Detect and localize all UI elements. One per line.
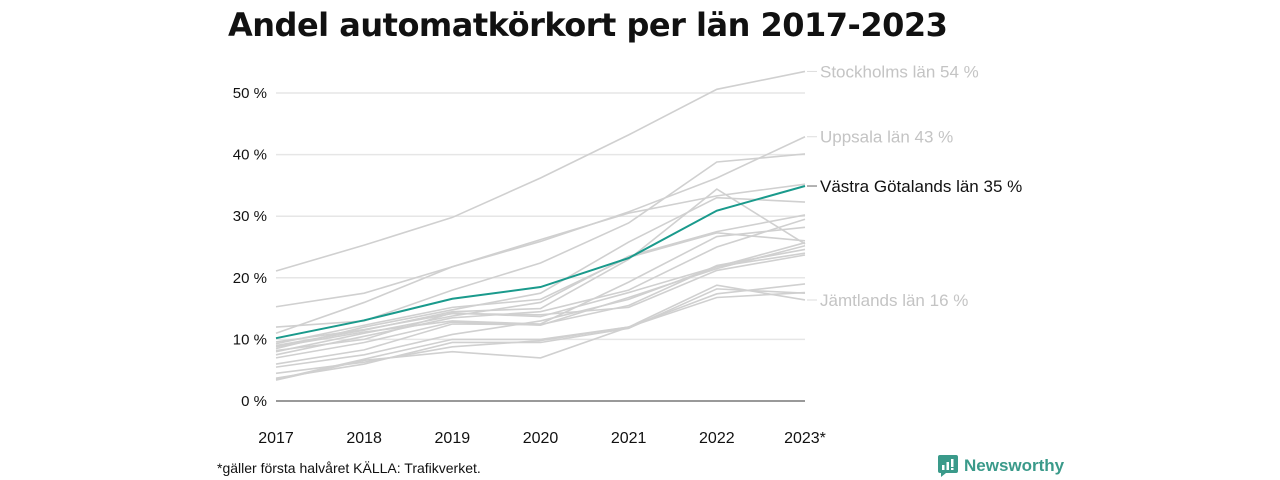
series-line-stockholms-län: [275, 70, 806, 272]
series-line-västra-götalands-län: [275, 185, 806, 340]
series-line-län-n: [275, 288, 806, 379]
y-tick-label: 40 %: [233, 147, 267, 164]
series-line-län-e: [275, 214, 806, 353]
series-line-län-d: [275, 196, 806, 350]
newsworthy-logo-icon: [938, 455, 958, 477]
series-label: Uppsala län 43 %: [820, 128, 953, 147]
series-label: Stockholms län 54 %: [820, 62, 979, 81]
x-tick-label: 2021: [611, 430, 647, 447]
y-tick-label: 50 %: [233, 85, 267, 102]
newsworthy-logo: Newsworthy: [938, 455, 1064, 477]
x-tick-label: 2023*: [784, 430, 826, 447]
series-line-län-f: [275, 218, 806, 356]
series-line-uppsala-län: [275, 136, 806, 308]
x-tick-label: 2017: [258, 430, 294, 447]
series-line-län-b: [275, 183, 806, 334]
series-label: Västra Götalands län 35 %: [820, 177, 1022, 196]
y-tick-label: 20 %: [233, 270, 267, 287]
series-label: Jämtlands län 16 %: [820, 291, 968, 310]
x-tick-label: 2019: [435, 430, 471, 447]
series-line-län-h: [275, 232, 806, 345]
series-line-län-m: [275, 283, 806, 375]
chart-title: Andel automatkörkort per län 2017-2023: [228, 6, 948, 44]
y-tick-label: 30 %: [233, 208, 267, 225]
series-line-län-o: [275, 291, 806, 381]
x-tick-label: 2022: [699, 430, 735, 447]
y-tick-label: 0 %: [241, 393, 267, 410]
series-line-län-p: [275, 254, 806, 343]
series-line-län-l: [275, 252, 806, 368]
series-line-län-k: [275, 248, 806, 365]
x-tick-label: 2018: [346, 430, 382, 447]
x-tick-label: 2020: [523, 430, 559, 447]
series-line-län-a: [275, 153, 806, 328]
brand-name: Newsworthy: [964, 456, 1065, 475]
source-note: *gäller första halvåret KÄLLA: Trafikver…: [217, 460, 481, 476]
series-line-jämtlands-län: [275, 284, 806, 381]
y-tick-label: 10 %: [233, 331, 267, 348]
